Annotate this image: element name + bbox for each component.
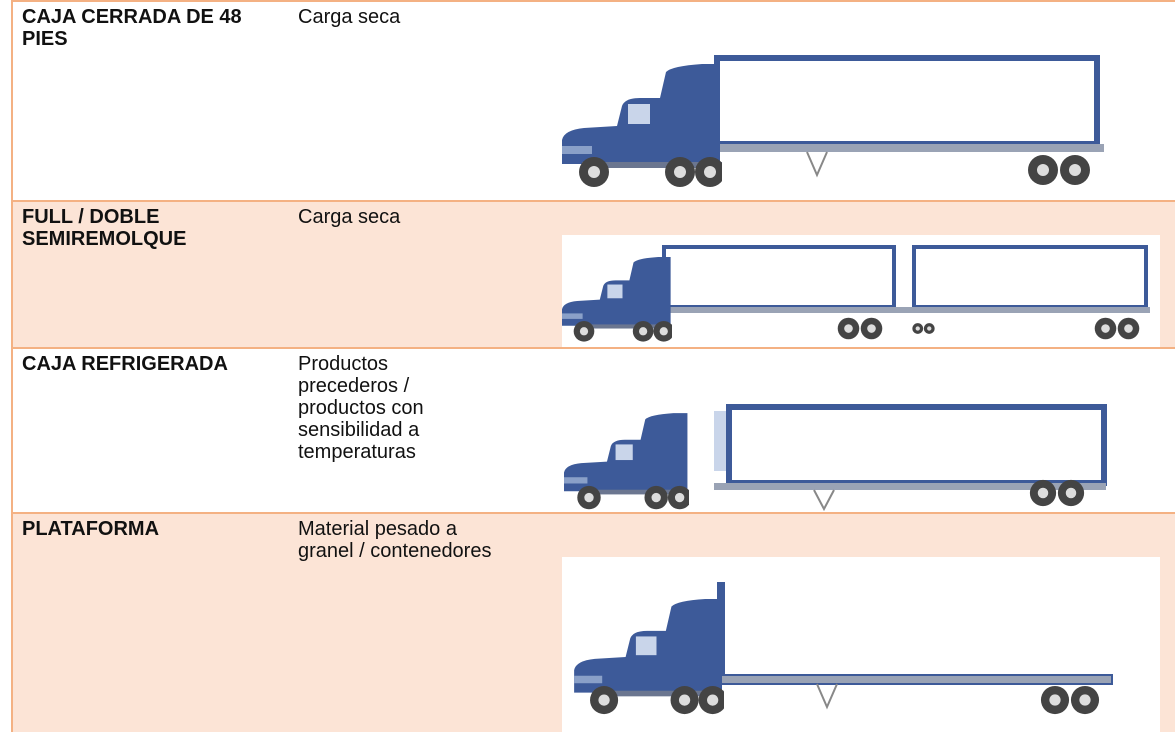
cargo-use: Carga seca <box>298 6 401 28</box>
table-border <box>11 0 13 732</box>
table-row: PLATAFORMA Material pesado a granel / co… <box>12 512 1175 734</box>
table-row: FULL / DOBLE SEMIREMOLQUE Carga seca <box>12 200 1175 347</box>
trailer-type: PLATAFORMA <box>22 518 160 540</box>
cargo-use: Productos precederos / productos con sen… <box>298 353 424 463</box>
truck-image <box>562 235 1160 347</box>
truck-image <box>564 399 1124 511</box>
cargo-use: Material pesado a granel / contenedores <box>298 518 492 562</box>
trailer-type: CAJA CERRADA DE 48 PIES <box>22 6 242 50</box>
trailer-type: CAJA REFRIGERADA <box>22 353 228 375</box>
truck-image <box>562 557 1160 734</box>
truck-image <box>562 50 1122 195</box>
trailer-type: FULL / DOBLE SEMIREMOLQUE <box>22 206 187 250</box>
cargo-use: Carga seca <box>298 206 401 228</box>
table-row: CAJA REFRIGERADA Productos precederos / … <box>12 347 1175 512</box>
table-row: CAJA CERRADA DE 48 PIES Carga seca <box>12 0 1175 200</box>
